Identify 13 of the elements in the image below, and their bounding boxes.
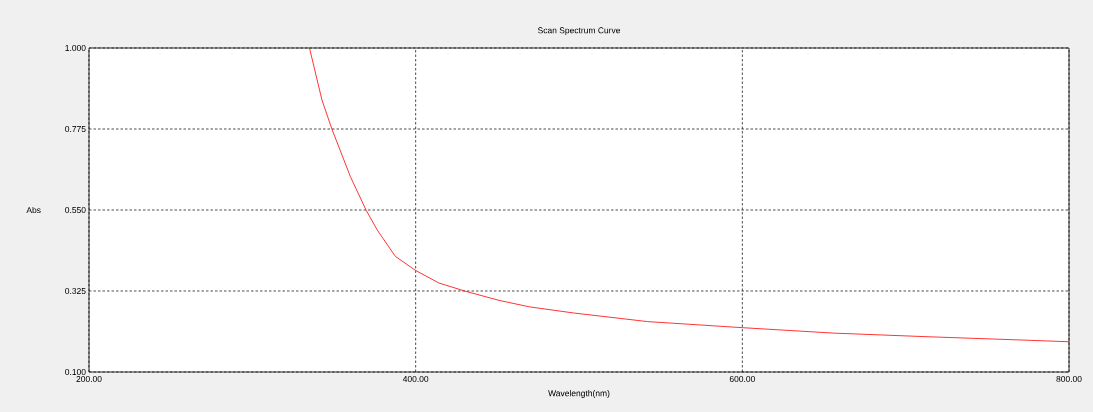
- x-tick-label: 800.00: [1056, 376, 1082, 383]
- y-tick-label: 1.000: [65, 45, 86, 51]
- x-tick-label: 600.00: [729, 376, 755, 383]
- x-tick-label: 200.00: [76, 376, 102, 383]
- y-tick-label: 0.775: [65, 126, 86, 132]
- y-tick-label: 0.550: [65, 207, 86, 213]
- x-tick-label: 400.00: [402, 376, 429, 383]
- x-axis-title: Wavelength(nm): [548, 390, 610, 398]
- chart-title: Scan Spectrum Curve: [537, 27, 621, 35]
- line-series: [309, 48, 1070, 343]
- y-tick-label: 0.325: [65, 288, 86, 294]
- y-axis-title: Abs: [26, 206, 41, 214]
- y-tick-label: 0.100: [65, 369, 86, 375]
